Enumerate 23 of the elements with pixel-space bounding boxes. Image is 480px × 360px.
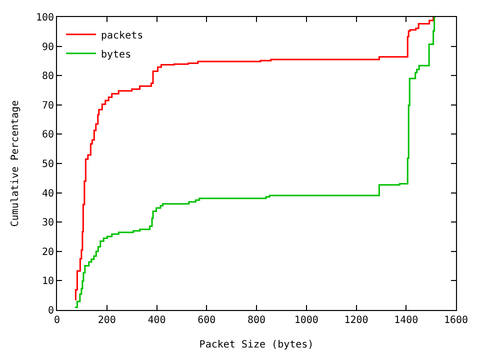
x-tick-label: 400: [148, 315, 166, 326]
x-tick-label: 1600: [444, 315, 468, 326]
y-tick-label: 70: [42, 100, 54, 112]
legend-label: packets: [100, 30, 144, 42]
y-tick-label: 80: [42, 71, 54, 82]
y-tick-label: 10: [42, 276, 54, 288]
x-axis-title: Packet Size (bytes): [199, 340, 314, 350]
y-tick-label: 0: [48, 306, 54, 316]
x-tick-label: 1200: [344, 315, 368, 326]
y-tick-label: 30: [42, 218, 54, 229]
y-tick-label: 20: [42, 246, 54, 258]
x-tick-label: 1000: [294, 315, 318, 326]
y-tick-label: 100: [36, 12, 54, 24]
y-tick-label: 90: [42, 42, 54, 53]
y-tick-label: 40: [42, 188, 54, 200]
x-tick-label: 1400: [394, 315, 418, 326]
x-tick-label: 200: [98, 315, 116, 326]
y-tick-label: 60: [42, 130, 54, 141]
y-tick-label: 50: [42, 159, 54, 170]
x-tick-label: 600: [198, 315, 216, 326]
legend-label: bytes: [100, 49, 132, 60]
x-tick-label: 800: [247, 315, 266, 326]
y-axis-title: Cumulative Percentage: [10, 100, 21, 227]
